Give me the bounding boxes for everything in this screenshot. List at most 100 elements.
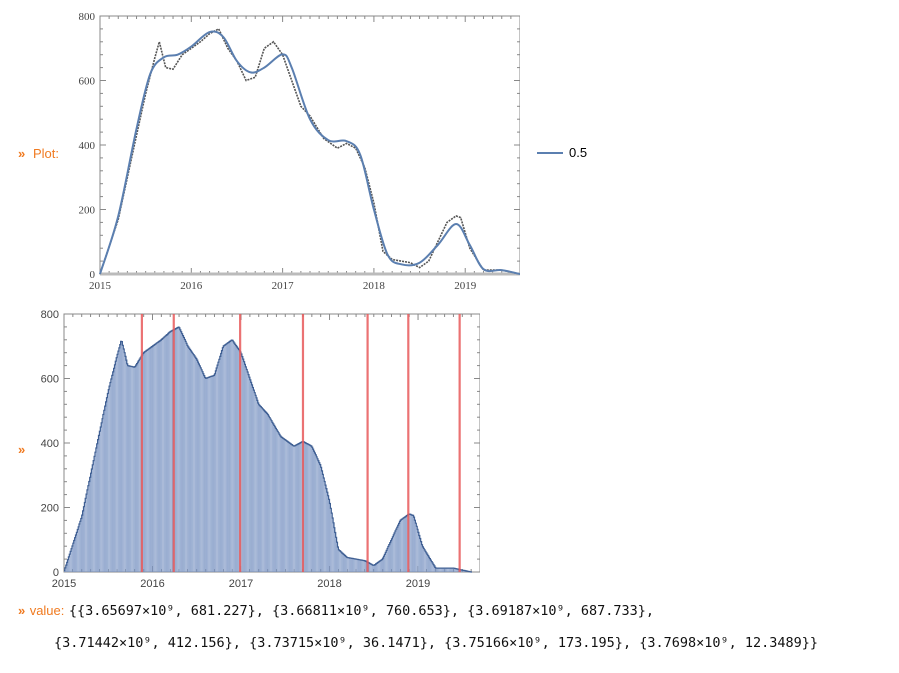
histogram-bar (456, 569, 458, 572)
histogram-bar (132, 366, 133, 572)
histogram-bar (428, 557, 430, 572)
histogram-bar (292, 445, 293, 572)
histogram-bar (218, 362, 219, 572)
histogram-bar (66, 562, 68, 572)
histogram-bar (324, 481, 325, 572)
histogram-bar (452, 568, 454, 572)
histogram-bar (343, 554, 345, 572)
histogram-bar (262, 408, 263, 572)
histogram-bar (444, 568, 446, 572)
x-tick-label: 2018 (363, 280, 386, 292)
histogram-bar (247, 372, 248, 572)
histogram-bar (204, 377, 206, 572)
histogram-bar (440, 568, 441, 572)
histogram-bar (417, 529, 418, 572)
histogram-bar (397, 525, 399, 572)
histogram-bar (162, 338, 163, 572)
histogram-bar (431, 561, 432, 572)
histogram-bar (242, 359, 244, 572)
histogram-bar (364, 560, 366, 572)
histogram-bar (151, 346, 153, 572)
histogram-bar (117, 351, 119, 572)
histogram-bar (223, 345, 224, 572)
histogram-bar (304, 442, 306, 572)
histogram-bar (426, 552, 427, 572)
histogram-bar (156, 342, 158, 572)
histogram-bar (163, 337, 164, 572)
histogram-bar (73, 540, 75, 572)
histogram-bar (107, 393, 109, 572)
histogram-bar (69, 554, 70, 572)
histogram-bar (316, 456, 317, 572)
histogram-bar (244, 364, 246, 572)
histogram-bar (146, 350, 147, 572)
histogram-bar (96, 443, 98, 572)
histogram-bar (353, 558, 355, 572)
histogram-bar (241, 353, 242, 572)
chart-legend: 0.5 (537, 145, 587, 160)
histogram-bar (246, 369, 247, 572)
y-tick-label: 200 (79, 205, 96, 217)
histogram-bar (385, 552, 386, 572)
y-tick-label: 200 (41, 503, 59, 515)
histogram-bar (267, 414, 269, 572)
histogram-bar (154, 344, 155, 572)
histogram-bar (422, 546, 424, 572)
histogram-bar (202, 371, 203, 572)
histogram-bar (206, 378, 208, 572)
histogram-bar (93, 460, 94, 572)
histogram-bar (84, 502, 85, 572)
histogram-bar (181, 333, 183, 572)
histogram-bar (352, 558, 354, 572)
histogram-bar (86, 494, 87, 572)
value-output-line1: » value: {{3.65697×10⁹, 681.227}, {3.668… (18, 602, 654, 620)
histogram-bar (289, 443, 291, 572)
histogram-bar (433, 564, 434, 572)
x-tick-label: 2019 (406, 578, 430, 590)
histogram-bar (286, 440, 287, 572)
histogram-bar (99, 431, 101, 572)
histogram-bar (72, 543, 74, 572)
histogram-bar (269, 417, 270, 572)
histogram-bar (138, 360, 139, 572)
histogram-bar (411, 515, 413, 572)
histogram-bar (227, 342, 229, 572)
histogram-bar (406, 515, 408, 572)
y-tick-label: 600 (41, 374, 59, 386)
histogram-bar (425, 551, 426, 572)
histogram-bar (213, 375, 215, 572)
histogram-bar (253, 390, 255, 572)
histogram-bar (276, 429, 278, 572)
histogram-bar (365, 561, 367, 572)
histogram-bar (211, 376, 213, 572)
histogram-bar (103, 410, 105, 572)
histogram-bar (212, 375, 214, 572)
histogram-bar (372, 565, 374, 572)
histogram-bar (187, 346, 189, 572)
histogram-bar (420, 541, 422, 572)
histogram-bar (329, 503, 331, 572)
histogram-bar (330, 508, 332, 572)
histogram-bar (182, 335, 184, 572)
histogram-bar (404, 516, 406, 572)
histogram-bar (392, 536, 394, 572)
histogram-bar (294, 445, 295, 572)
histogram-bar (339, 550, 340, 572)
histogram-bar (179, 327, 180, 572)
histogram-bar (389, 542, 391, 572)
histogram-bar (355, 559, 356, 572)
histogram-bar (314, 453, 316, 572)
histogram-bar (241, 356, 243, 572)
histogram-bar (277, 431, 278, 572)
histogram-bar (214, 373, 216, 572)
histogram-bar (341, 552, 342, 572)
y-tick-label: 800 (79, 11, 96, 23)
histogram-bar (362, 560, 363, 572)
histogram-bar (441, 568, 443, 572)
histogram-bar (110, 378, 112, 572)
histogram-bar (398, 523, 400, 572)
histogram-bar (209, 377, 210, 572)
histogram-bar (416, 526, 417, 572)
histogram-bar (348, 557, 349, 572)
histogram-bar (225, 344, 226, 572)
